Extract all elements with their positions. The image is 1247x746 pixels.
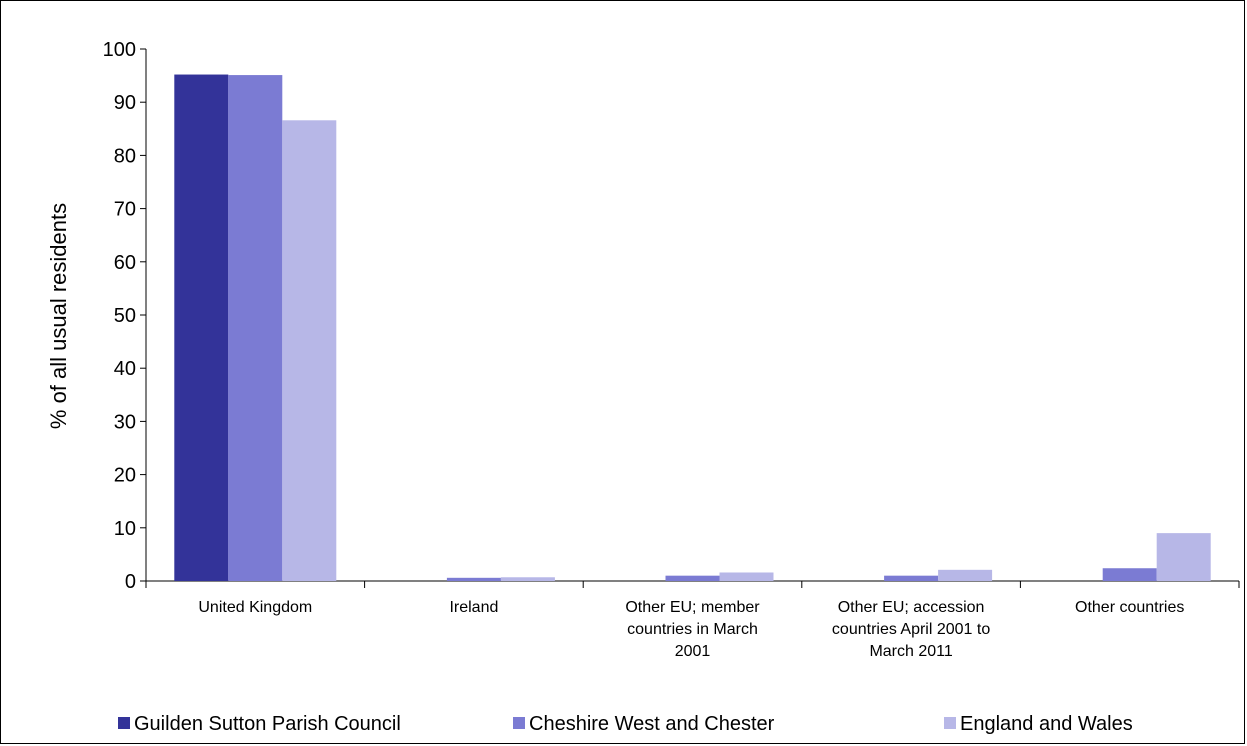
bar <box>884 575 939 581</box>
legend-swatch <box>513 717 525 729</box>
x-tick-label: countries April 2001 to <box>832 621 990 638</box>
bar <box>500 577 555 581</box>
y-tick-label: 100 <box>103 39 136 61</box>
x-tick-label: 2001 <box>675 643 711 660</box>
y-axis: 0 10 20 30 40 50 60 70 80 90 100 <box>103 39 147 593</box>
legend-label: England and Wales <box>960 713 1133 735</box>
x-tick-label: March 2011 <box>869 643 952 660</box>
legend-label: Guilden Sutton Parish Council <box>134 713 401 735</box>
y-tick-label: 10 <box>114 518 136 540</box>
bar <box>665 575 720 581</box>
x-tick-label: Other EU; member <box>625 599 760 616</box>
x-tick-label: Other EU; accession <box>838 599 985 616</box>
y-tick-label: 40 <box>114 358 136 380</box>
y-tick-label: 80 <box>114 145 136 167</box>
bar <box>938 569 993 581</box>
bar <box>174 74 229 581</box>
legend: Guilden Sutton Parish Council Cheshire We… <box>118 713 1133 735</box>
y-tick-label: 0 <box>125 571 136 593</box>
y-tick-label: 50 <box>114 305 136 327</box>
x-axis: United Kingdom Ireland Other EU; member cou… <box>145 580 1240 660</box>
legend-label: Cheshire West and Chester <box>529 713 775 735</box>
y-tick-label: 20 <box>114 465 136 487</box>
bar <box>446 577 501 581</box>
bar <box>228 75 283 582</box>
bars <box>174 74 1211 582</box>
x-tick-label: Other countries <box>1075 599 1184 616</box>
bar <box>1102 568 1157 581</box>
y-tick-label: 90 <box>114 92 136 114</box>
legend-swatch <box>118 717 130 729</box>
x-tick-label: Ireland <box>449 599 498 616</box>
x-tick-label: United Kingdom <box>198 599 312 616</box>
x-tick-label: countries in March <box>627 621 758 638</box>
bar <box>1156 533 1211 581</box>
y-tick-label: 60 <box>114 252 136 274</box>
y-tick-label: 30 <box>114 411 136 433</box>
legend-swatch <box>944 717 956 729</box>
y-axis-label: % of all usual residents <box>46 203 71 429</box>
bar <box>719 572 774 581</box>
bar <box>282 120 337 582</box>
y-tick-label: 70 <box>114 199 136 221</box>
